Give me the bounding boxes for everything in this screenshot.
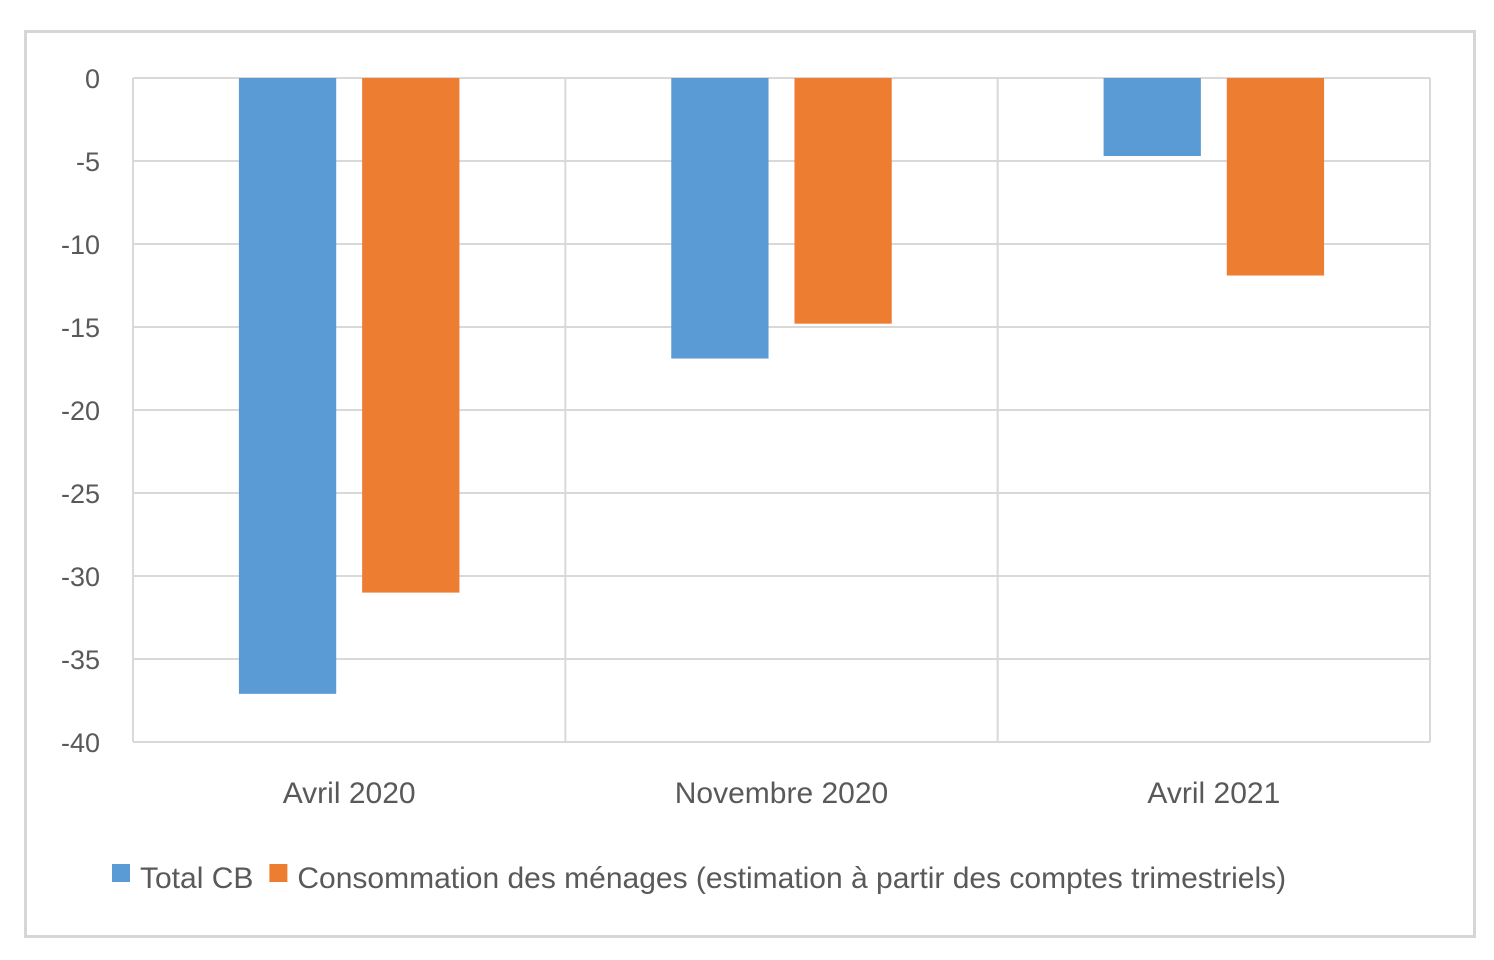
legend-swatch [112,864,130,882]
y-tick-label: -15 [61,313,100,343]
legend-label: Consommation des ménages (estimation à p… [297,862,1286,895]
bar-total-cb [671,78,769,359]
legend-swatch [269,864,288,882]
y-tick-label: -10 [61,230,100,260]
y-tick-label: -20 [61,396,100,426]
bar-total-cb [238,78,337,694]
y-tick-label: -5 [76,147,100,177]
x-category-label: Novembre 2020 [675,777,888,810]
legend-label: Total CB [140,862,253,895]
y-tick-label: 0 [85,64,100,94]
legend: Total CB Consommation des ménages (estima… [112,862,1286,895]
bar-total-cb [1103,78,1201,157]
y-tick-label: -30 [61,562,100,592]
x-category-label: Avril 2020 [283,777,416,810]
bar-consommation [362,78,460,593]
y-tick-label: -25 [61,479,100,509]
axes: 0 -5 -10 -15 -20 -25 -30 -35 -40 Avril 2020 Novemb… [61,64,1430,810]
bars [238,78,1325,694]
bar-consommation [794,78,892,324]
x-category-label: Avril 2021 [1147,777,1280,810]
bar-consommation [1226,78,1325,276]
y-tick-label: -40 [61,728,100,758]
y-tick-label: -35 [61,645,100,675]
